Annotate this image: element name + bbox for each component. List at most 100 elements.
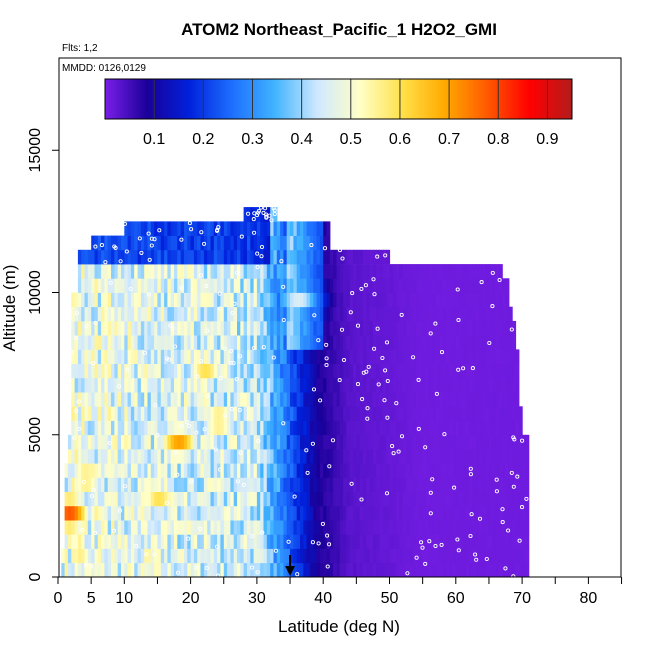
heatmap-cell — [498, 420, 503, 436]
heatmap-cell — [445, 306, 450, 322]
heatmap-cell — [147, 548, 152, 564]
heatmap-cell — [306, 392, 311, 407]
heatmap-cell — [290, 264, 294, 279]
heatmap-cell — [296, 463, 301, 478]
colorbar-segment — [268, 79, 271, 119]
heatmap-cell — [140, 406, 145, 421]
observation-point — [479, 280, 484, 285]
heatmap-cell — [127, 349, 132, 364]
heatmap-cell — [419, 449, 424, 464]
observation-point — [399, 312, 404, 317]
heatmap-cell — [167, 335, 172, 350]
heatmap-cell — [432, 264, 437, 279]
observation-point — [359, 286, 364, 291]
heatmap-cell — [177, 534, 182, 549]
heatmap-cell — [280, 349, 284, 364]
heatmap-cell — [323, 264, 328, 279]
heatmap-cell — [184, 562, 188, 578]
heatmap-cell — [452, 392, 457, 407]
heatmap-cell — [412, 320, 417, 336]
heatmap-cell — [154, 235, 158, 251]
heatmap-cell — [389, 562, 394, 578]
heatmap-cell — [329, 420, 334, 436]
heatmap-cell — [462, 264, 467, 279]
heatmap-cell — [419, 363, 424, 379]
heatmap-cell — [230, 363, 235, 379]
colorbar-segment — [346, 79, 349, 119]
heatmap-cell — [150, 477, 155, 492]
heatmap-cell — [472, 392, 477, 407]
heatmap-cell — [359, 249, 364, 265]
heatmap-cell — [309, 392, 314, 407]
heatmap-cell — [505, 548, 510, 564]
heatmap-cell — [197, 505, 202, 521]
heatmap-cell — [432, 420, 437, 436]
colorbar-segment — [517, 79, 520, 119]
observation-point — [255, 265, 260, 270]
heatmap-cell — [429, 520, 434, 535]
heatmap-cell — [382, 548, 387, 564]
heatmap-cell — [97, 477, 102, 492]
heatmap-cell — [167, 306, 172, 322]
heatmap-cell — [389, 264, 394, 279]
heatmap-cell — [250, 562, 255, 578]
observation-point — [468, 533, 473, 539]
heatmap-cell — [309, 320, 314, 336]
heatmap-cell — [117, 434, 122, 450]
heatmap-cell — [336, 392, 341, 407]
heatmap-cell — [157, 548, 162, 564]
heatmap-cell — [455, 477, 460, 492]
heatmap-cell — [435, 520, 440, 535]
heatmap-cell — [104, 392, 109, 407]
heatmap-cell — [190, 449, 195, 464]
heatmap-cell — [392, 363, 397, 379]
heatmap-cell — [326, 278, 331, 293]
heatmap-cell — [349, 534, 354, 549]
colorbar-segment — [305, 79, 308, 119]
heatmap-cell — [134, 292, 139, 308]
heatmap-cell — [482, 320, 487, 336]
heatmap-cell — [84, 534, 89, 549]
heatmap-cell — [213, 292, 218, 308]
heatmap-cell — [488, 420, 493, 436]
colorbar-segment — [311, 79, 314, 119]
heatmap-cell — [210, 505, 215, 521]
colorbar-segment — [120, 79, 124, 119]
colorbar-segment — [223, 79, 227, 119]
heatmap-cell — [323, 420, 328, 436]
observation-point — [157, 228, 162, 233]
heatmap-cell — [121, 477, 125, 492]
heatmap-cell — [286, 520, 291, 535]
heatmap-cell — [306, 534, 311, 549]
heatmap-cell — [253, 278, 258, 293]
observation-point — [199, 273, 204, 278]
heatmap-cell — [230, 335, 235, 350]
heatmap-cell — [260, 292, 265, 308]
heatmap-cell — [432, 278, 437, 293]
heatmap-cell — [329, 505, 334, 521]
heatmap-cell — [303, 221, 308, 236]
heatmap-cell — [200, 520, 205, 535]
heatmap-cell — [94, 278, 99, 293]
heatmap-cell — [495, 420, 500, 436]
colorbar-segment — [478, 79, 482, 119]
colorbar-segment — [274, 79, 277, 119]
heatmap-cell — [174, 534, 178, 549]
heatmap-cell — [197, 235, 202, 251]
heatmap-cell — [432, 292, 437, 308]
heatmap-cell — [114, 306, 119, 322]
heatmap-cell — [154, 249, 158, 265]
heatmap-cell — [445, 463, 450, 478]
heatmap-cell — [300, 264, 304, 279]
heatmap-cell — [263, 520, 268, 535]
heatmap-cell — [392, 320, 397, 336]
heatmap-cell — [150, 264, 155, 279]
heatmap-cell — [121, 449, 125, 464]
heatmap-cell — [207, 562, 212, 578]
heatmap-cell — [280, 406, 284, 421]
observation-point — [76, 399, 81, 404]
heatmap-cell — [150, 406, 155, 421]
heatmap-cell — [170, 264, 175, 279]
heatmap-cell — [87, 520, 92, 535]
heatmap-cell — [442, 449, 447, 464]
